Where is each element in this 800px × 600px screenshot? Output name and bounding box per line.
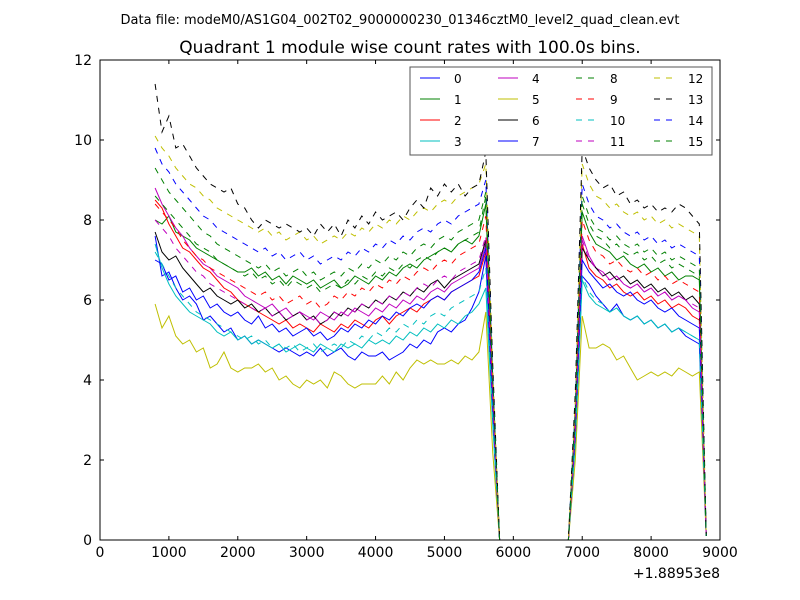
legend-label-2: 2 — [454, 114, 462, 128]
legend-label-14: 14 — [688, 114, 703, 128]
legend-label-6: 6 — [532, 114, 540, 128]
y-tick-label: 8 — [83, 213, 92, 229]
x-tick-label: 1000 — [151, 545, 187, 561]
series-line-6 — [154, 231, 707, 541]
x-tick-label: 6000 — [496, 545, 532, 561]
x-tick-label: 9000 — [702, 545, 738, 561]
series-line-8 — [154, 195, 707, 541]
y-tick-label: 12 — [74, 53, 92, 69]
x-tick-label: 4000 — [358, 545, 394, 561]
legend-label-10: 10 — [610, 114, 625, 128]
y-tick-label: 10 — [74, 133, 92, 149]
legend-label-0: 0 — [454, 72, 462, 86]
legend-label-3: 3 — [454, 135, 462, 149]
legend-label-8: 8 — [610, 72, 618, 86]
legend-label-7: 7 — [532, 135, 540, 149]
legend-label-12: 12 — [688, 72, 703, 86]
y-tick-label: 4 — [83, 373, 92, 389]
y-tick-label: 0 — [83, 533, 92, 549]
axis-ticks: 0 1000 2000 3000 4000 5000 6000 7000 8000 9000 0 2 4… — [74, 53, 738, 561]
figure-suptitle: Data file: modeM0/AS1G04_002T02_90000002… — [121, 13, 680, 28]
x-tick-label: 7000 — [564, 545, 600, 561]
legend-label-15: 15 — [688, 135, 703, 149]
y-tick-label: 2 — [83, 453, 92, 469]
chart-title: Quadrant 1 module wise count rates with … — [179, 38, 640, 58]
legend-label-4: 4 — [532, 72, 540, 86]
series-line-14 — [154, 147, 707, 541]
x-offset-label: +1.88953e8 — [633, 566, 720, 582]
series-line-10 — [154, 251, 707, 541]
series-line-5 — [154, 303, 707, 541]
series-line-7 — [154, 247, 707, 541]
legend-label-13: 13 — [688, 93, 703, 107]
x-tick-label: 3000 — [289, 545, 325, 561]
legend-label-9: 9 — [610, 93, 618, 107]
x-tick-label: 2000 — [220, 545, 256, 561]
legend-box — [409, 66, 713, 156]
series-line-13 — [154, 83, 707, 541]
series-layer — [154, 83, 707, 541]
series-line-1 — [154, 203, 707, 541]
x-tick-label: 0 — [96, 545, 105, 561]
legend-label-11: 11 — [610, 135, 625, 149]
y-tick-label: 6 — [83, 293, 92, 309]
legend-label-1: 1 — [454, 93, 462, 107]
series-line-3 — [154, 243, 707, 541]
series-line-15 — [154, 167, 707, 541]
legend-label-5: 5 — [532, 93, 540, 107]
plot-frame — [99, 59, 721, 541]
x-tick-label: 8000 — [633, 545, 669, 561]
x-tick-label: 5000 — [427, 545, 463, 561]
